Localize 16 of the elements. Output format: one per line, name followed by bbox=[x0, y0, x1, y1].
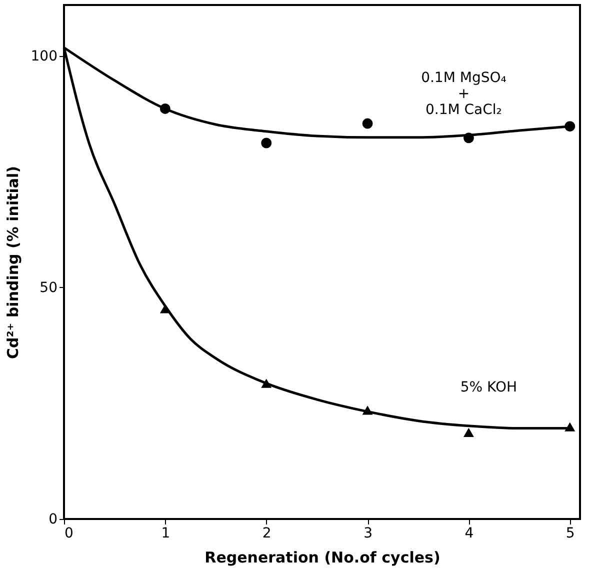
x-tick-label: 3 bbox=[364, 526, 372, 542]
text: 0.1M MgSO₄ + 0.1M CaCl₂ bbox=[421, 70, 507, 118]
x-tick-label: 4 bbox=[464, 526, 474, 542]
y-axis-title: Cd²⁺ binding (% initial) bbox=[4, 166, 22, 360]
x-tick-label: 5 bbox=[566, 526, 575, 542]
y-tick-label: 100 bbox=[30, 48, 58, 64]
x-tick-label: 2 bbox=[262, 526, 272, 542]
y-tick-label: 0 bbox=[48, 512, 58, 528]
point bbox=[261, 138, 272, 148]
point bbox=[463, 428, 474, 437]
y-tick-label: 50 bbox=[40, 280, 58, 296]
x-tick-label: 0 bbox=[64, 526, 74, 542]
x-tick-label: 1 bbox=[161, 526, 170, 542]
x-axis-title: Regeneration (No.of cycles) bbox=[204, 548, 440, 566]
text: 5% KOH bbox=[460, 379, 518, 396]
point bbox=[362, 118, 373, 129]
